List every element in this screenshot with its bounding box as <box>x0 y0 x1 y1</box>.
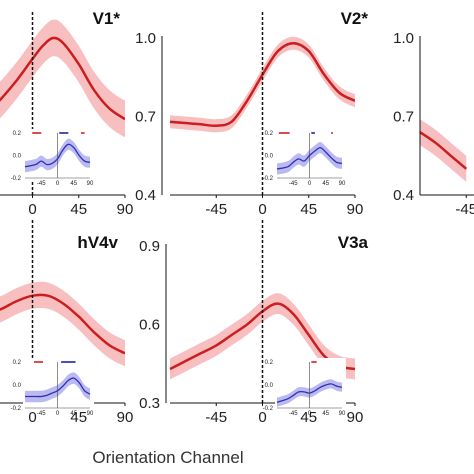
inset-y-tick-label: 0.2 <box>13 131 22 137</box>
inset-x-tick-label: 90 <box>87 181 94 187</box>
inset-series-line <box>25 377 91 398</box>
series-line <box>419 131 468 170</box>
inset-plot: 0.2 0.0 -0.2 -45 0 45 90 <box>11 129 94 187</box>
y-tick-label: 0.6 <box>139 317 160 334</box>
x-tick-label: 90 <box>117 201 134 218</box>
inset-x-tick-label: -45 <box>37 411 46 417</box>
x-tick-label: 90 <box>347 201 364 218</box>
y-tick-label: 0.3 <box>139 395 160 412</box>
inset-x-tick-label: 90 <box>339 411 346 417</box>
inset-series-line <box>276 383 343 403</box>
x-tick-label: -45 <box>455 201 474 218</box>
inset-x-tick-label: 45 <box>322 181 329 187</box>
inset-x-tick-label: 45 <box>70 411 77 417</box>
x-tick-label: 45 <box>70 409 87 426</box>
error-band <box>0 281 125 367</box>
inset-x-tick-label: 45 <box>70 181 77 187</box>
inset-x-tick-label: 90 <box>87 411 94 417</box>
inset-y-tick-label: 0.0 <box>265 383 274 389</box>
inset-x-tick-label: 0 <box>308 411 312 417</box>
x-tick-label: 0 <box>258 201 266 218</box>
inset-x-tick-label: 0 <box>308 181 312 187</box>
inset-x-tick-label: -45 <box>289 411 298 417</box>
inset-plot: 0.2 0.0 -0.2 -45 0 45 90 <box>263 358 346 417</box>
y-tick-label: 1.0 <box>393 30 414 47</box>
x-tick-label: 45 <box>70 201 87 218</box>
x-tick-label: 90 <box>347 409 364 426</box>
panel-partial-top-right: 1.0 0.7 0.4 -45 <box>393 30 474 218</box>
inset-series-line <box>24 143 91 168</box>
inset-x-tick-label: 90 <box>339 181 346 187</box>
inset-x-tick-label: 45 <box>322 411 329 417</box>
inset-x-tick-label: 0 <box>56 411 60 417</box>
x-tick-label: -45 <box>205 201 227 218</box>
y-tick-label: 1.0 <box>135 30 156 47</box>
x-tick-label: 0 <box>258 409 266 426</box>
x-axis-label: Orientation Channel <box>92 448 243 467</box>
inset-series-line <box>276 146 343 170</box>
panel-v2: 1.0 0.7 0.4 -45 0 45 90 V2* 0.2 0.0 -0.2 -45 0 45 90 <box>135 9 368 218</box>
inset-y-tick-label: 0.0 <box>265 154 274 160</box>
y-tick-label: 0.7 <box>135 109 156 126</box>
y-tick-label: 0.9 <box>139 238 160 255</box>
inset-x-tick-label: -45 <box>37 181 46 187</box>
inset-y-tick-label: 0.0 <box>13 154 22 160</box>
x-tick-label: 0 <box>28 201 36 218</box>
inset-y-tick-label: 0.2 <box>13 360 22 366</box>
panel-title: V1* <box>93 9 121 28</box>
x-tick-label: 45 <box>300 409 317 426</box>
inset-plot: 0.2 0.0 -0.2 -45 0 45 90 <box>11 358 94 417</box>
panel-hv4v: 0 45 90 hV4v 0.2 0.0 -0.2 -45 0 45 90 <box>0 220 133 426</box>
inset-y-tick-label: -0.2 <box>11 406 22 412</box>
inset-y-tick-label: -0.2 <box>263 176 274 182</box>
inset-y-tick-label: 0.0 <box>13 383 22 389</box>
inset-x-tick-label: -45 <box>289 181 298 187</box>
y-tick-label: 0.7 <box>393 109 414 126</box>
inset-y-tick-label: -0.2 <box>11 176 22 182</box>
panel-v1: 0 45 90 V1* 0.2 0.0 -0.2 -45 0 45 90 <box>0 9 133 218</box>
plot-area <box>0 19 125 138</box>
y-tick-label: 0.4 <box>393 187 414 204</box>
inset-y-tick-label: 0.2 <box>265 360 274 366</box>
inset-plot: 0.2 0.0 -0.2 -45 0 45 90 <box>263 129 346 187</box>
inset-x-tick-label: 0 <box>56 181 60 187</box>
y-tick-label: 0.4 <box>135 187 156 204</box>
inset-y-tick-label: -0.2 <box>263 406 274 412</box>
x-tick-label: 90 <box>117 409 134 426</box>
plot-area <box>419 119 468 182</box>
x-tick-label: 0 <box>28 409 36 426</box>
error-band <box>0 19 125 138</box>
series-line <box>0 36 125 121</box>
panel-title: hV4v <box>77 233 118 252</box>
panel-title: V2* <box>341 9 369 28</box>
panel-title: V3a <box>338 233 369 252</box>
inset-y-tick-label: 0.2 <box>265 131 274 137</box>
plot-area <box>0 281 125 367</box>
x-tick-label: -45 <box>205 409 227 426</box>
x-tick-label: 45 <box>300 201 317 218</box>
